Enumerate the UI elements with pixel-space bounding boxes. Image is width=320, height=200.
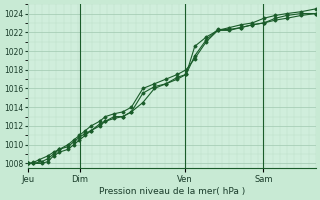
X-axis label: Pression niveau de la mer( hPa ): Pression niveau de la mer( hPa ) [99,187,245,196]
